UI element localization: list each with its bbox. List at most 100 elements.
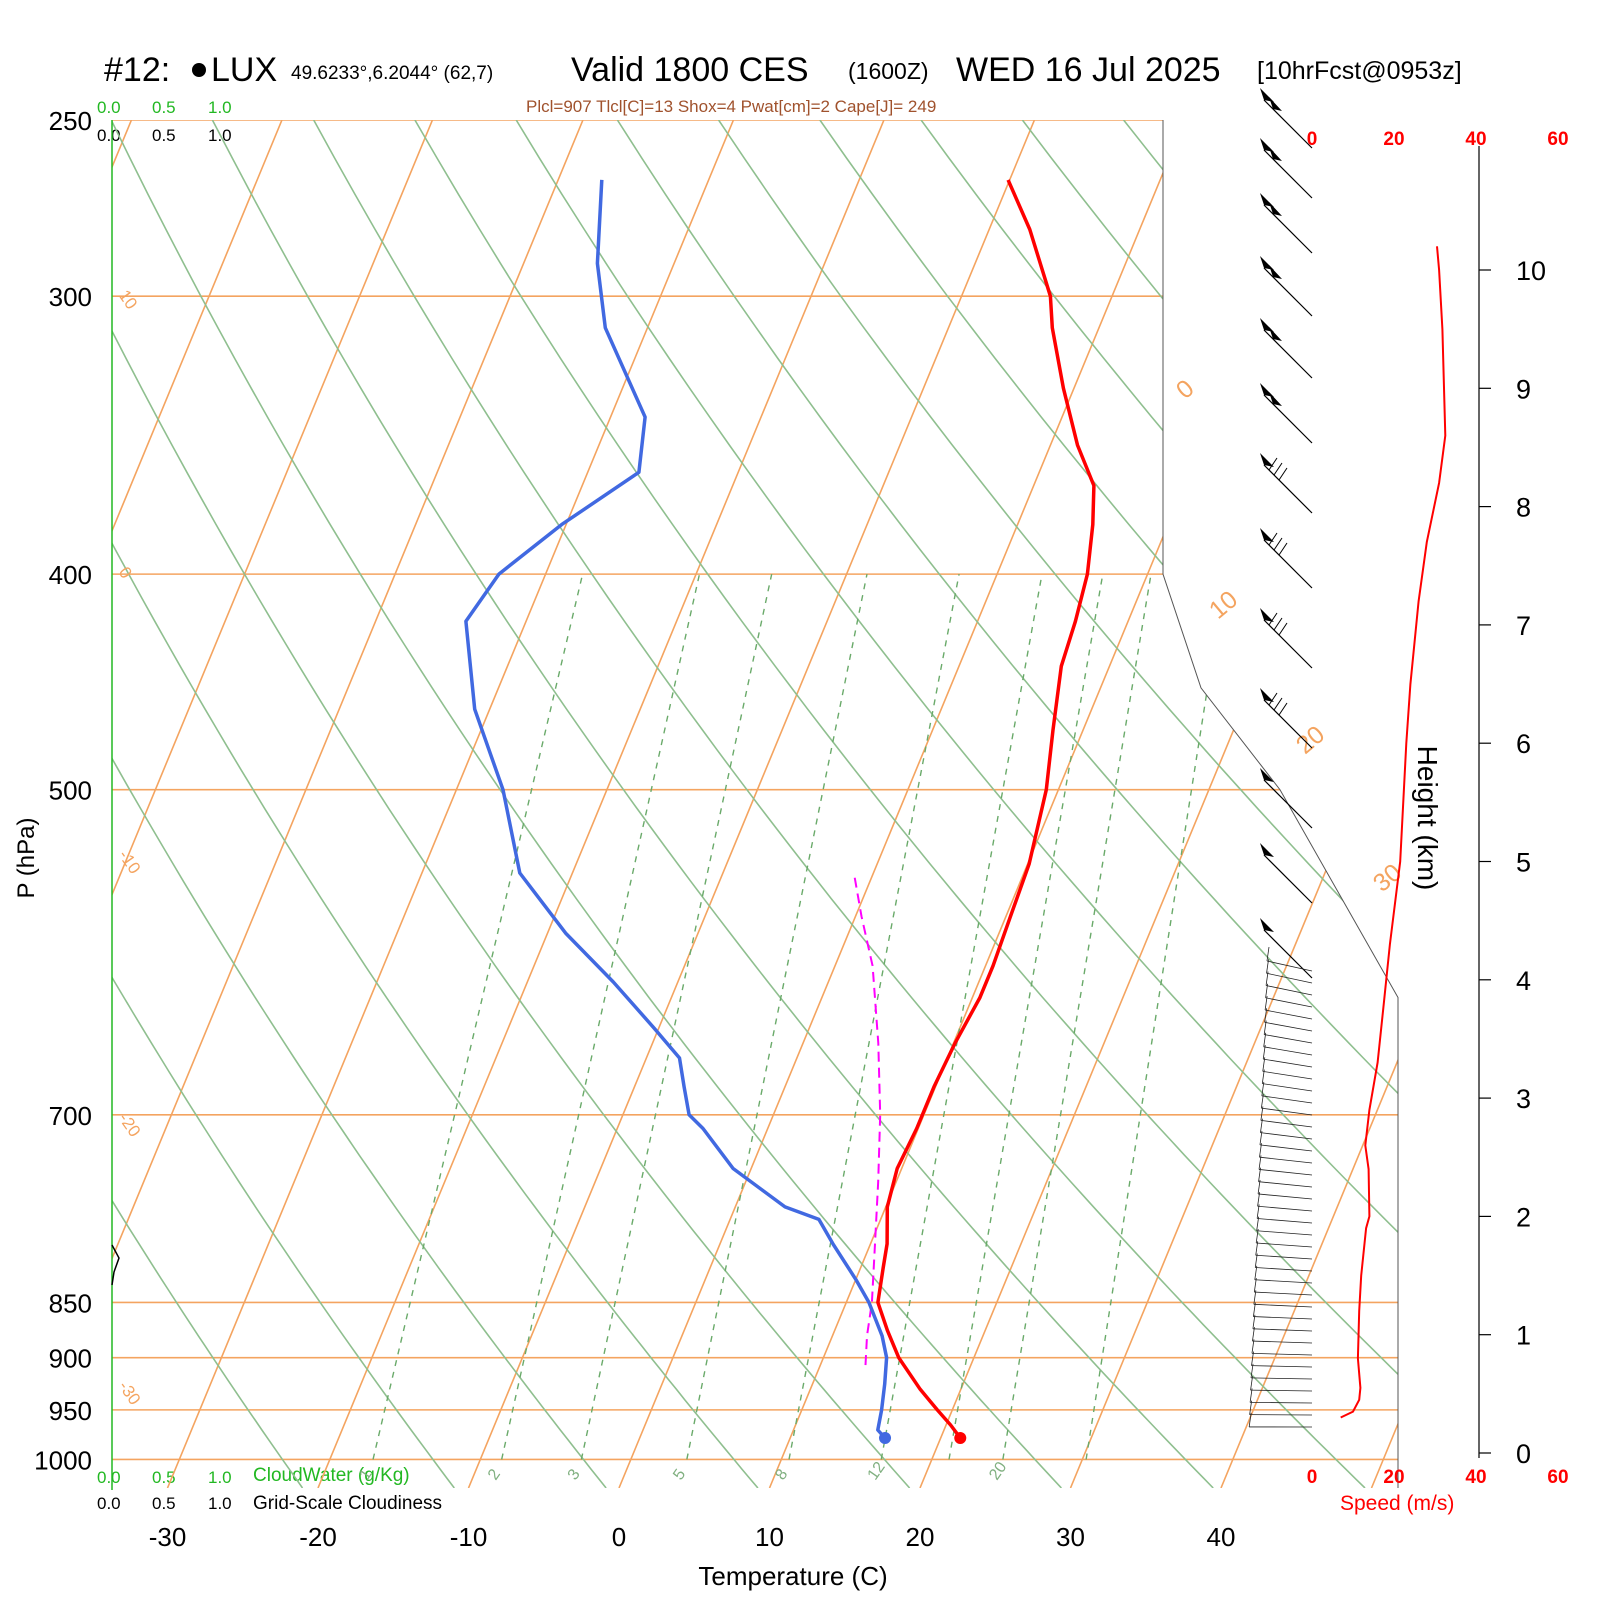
pressure-tick-label: 500	[49, 776, 92, 806]
wind-barb-feather	[1262, 1057, 1266, 1072]
wind-barb	[1252, 1340, 1313, 1344]
mixing-ratio-line	[686, 573, 868, 1460]
dry-adiabat-line	[515, 120, 1398, 1488]
speed-tick-label-bottom: 40	[1465, 1467, 1486, 1488]
dry-adiabat-line	[112, 120, 304, 1488]
isotherm-label-left: 0	[115, 563, 136, 582]
wind-barb	[1250, 1389, 1313, 1392]
wind-barb-feather	[1260, 1118, 1263, 1133]
wind-barb	[1263, 329, 1313, 379]
wind-barb-feather	[1254, 1265, 1258, 1280]
isotherm-line	[112, 120, 584, 1488]
wind-barb	[1263, 204, 1313, 254]
isotherm-line	[467, 120, 1036, 1488]
wind-barb-feather	[1258, 1167, 1261, 1182]
mixing-ratio-label: 5	[670, 1466, 689, 1483]
wind-barb	[1263, 619, 1313, 669]
height-tick-label: 0	[1516, 1439, 1531, 1469]
dry-adiabat-line	[920, 120, 1398, 1488]
height-tick-label: 2	[1516, 1202, 1531, 1232]
isotherm-label-right: 0	[1171, 374, 1200, 404]
temperature-trace	[876, 179, 1096, 1439]
wind-barb-feather	[1254, 1253, 1258, 1268]
height-tick-label: 3	[1516, 1084, 1531, 1114]
wind-barb	[1254, 1291, 1313, 1296]
dry-adiabat-line	[112, 120, 1062, 1488]
plot-outline	[1162, 120, 1399, 1488]
wind-barb-feather	[1268, 532, 1278, 546]
wind-barb-feather	[1249, 1400, 1253, 1415]
mixing-ratio-label: 2	[485, 1466, 504, 1483]
height-tick-label: 5	[1516, 848, 1531, 878]
temperature-tick-label: 10	[755, 1522, 784, 1552]
wind-barb-feather	[1259, 1143, 1262, 1158]
pressure-tick-label: 850	[49, 1288, 92, 1318]
wind-barb	[1265, 985, 1313, 996]
wind-barb-feather	[1253, 1277, 1257, 1293]
height-axis-title: Height (km)	[1412, 746, 1443, 891]
speed-tick-label-bottom: 0	[1307, 1467, 1318, 1488]
wind-barb-flag	[1269, 327, 1282, 341]
dry-adiabat-line	[112, 120, 607, 1488]
isotherm-line	[1220, 120, 1398, 1488]
wind-barb-flag	[1260, 383, 1274, 397]
wind-barb-feather	[1251, 1339, 1255, 1354]
wind-barb	[1253, 1303, 1313, 1308]
wind-barb	[1256, 1242, 1313, 1248]
wind-barb-feather	[1278, 542, 1288, 556]
dry-adiabat-line	[819, 120, 1398, 1488]
wind-barb-feather	[1248, 1412, 1252, 1427]
height-tick-label: 8	[1516, 493, 1531, 523]
pressure-tick-label: 700	[49, 1101, 92, 1131]
wind-barb-flag	[1260, 138, 1274, 152]
height-tick-label: 6	[1516, 729, 1531, 759]
wind-barb-flag	[1260, 88, 1274, 102]
cloudiness-tick-bottom-2: 1.0	[208, 1494, 232, 1513]
isotherm-line	[317, 120, 885, 1488]
wind-barb	[1261, 1107, 1313, 1116]
wind-barb-feather	[1273, 617, 1283, 631]
wind-barb-feather	[1264, 995, 1268, 1011]
wind-barb	[1258, 1181, 1313, 1188]
wind-barb	[1260, 1132, 1313, 1140]
cloudiness-tick-bottom-1: 0.5	[152, 1494, 176, 1513]
temperature-tick-label: -10	[450, 1522, 488, 1552]
valid-time: Valid 1800 CES	[571, 51, 809, 89]
wind-barb-feather	[1263, 1032, 1267, 1047]
wind-barb	[1256, 1230, 1313, 1236]
temperature-tick-label: 30	[1056, 1522, 1085, 1552]
mixing-ratio-line	[580, 573, 773, 1460]
isotherm-label-right: 30	[1368, 858, 1407, 897]
wind-barb-feather	[1257, 1192, 1261, 1207]
forecast-date: WED 16 Jul 2025	[956, 51, 1221, 89]
isotherm-line	[618, 120, 1186, 1488]
wind-barb-feather	[1268, 612, 1278, 626]
utc-time: (1600Z)	[848, 58, 929, 84]
wind-barb	[1263, 929, 1313, 979]
header: #12: LUX 49.6233°,6.2044° (62,7) Valid 1…	[104, 51, 1462, 116]
wind-barb	[1263, 1046, 1313, 1056]
wind-barb-feather	[1258, 1155, 1262, 1170]
wind-barb-feather	[1265, 983, 1268, 998]
cloudiness-tick-top-0: 0.0	[97, 126, 121, 145]
wind-barb-flag	[1269, 265, 1282, 279]
mixing-ratio-line	[948, 573, 1104, 1460]
speed-tick-label-bottom: 20	[1383, 1467, 1404, 1488]
cloudiness-tick-top-1: 0.5	[152, 126, 176, 145]
speed-tick-label-top: 0	[1307, 129, 1318, 150]
wind-barb	[1265, 1009, 1313, 1020]
wind-barb-flag	[1260, 608, 1274, 622]
wind-barb-flag	[1260, 193, 1274, 207]
wind-barb	[1263, 99, 1313, 149]
temperature-tick-label: 20	[906, 1522, 935, 1552]
height-tick-label: 4	[1516, 966, 1531, 996]
wind-barb	[1251, 1377, 1313, 1380]
pressure-tick-label: 1000	[34, 1445, 92, 1475]
wind-barb-feather	[1268, 692, 1278, 706]
wind-barb-feather	[1256, 1204, 1260, 1219]
wind-barb-feather	[1251, 1351, 1254, 1366]
height-tick-label: 1	[1516, 1321, 1531, 1351]
wind-barb	[1262, 1070, 1313, 1080]
wind-barb-feather	[1261, 1069, 1265, 1084]
speed-axis-title: Speed (m/s)	[1340, 1492, 1454, 1515]
